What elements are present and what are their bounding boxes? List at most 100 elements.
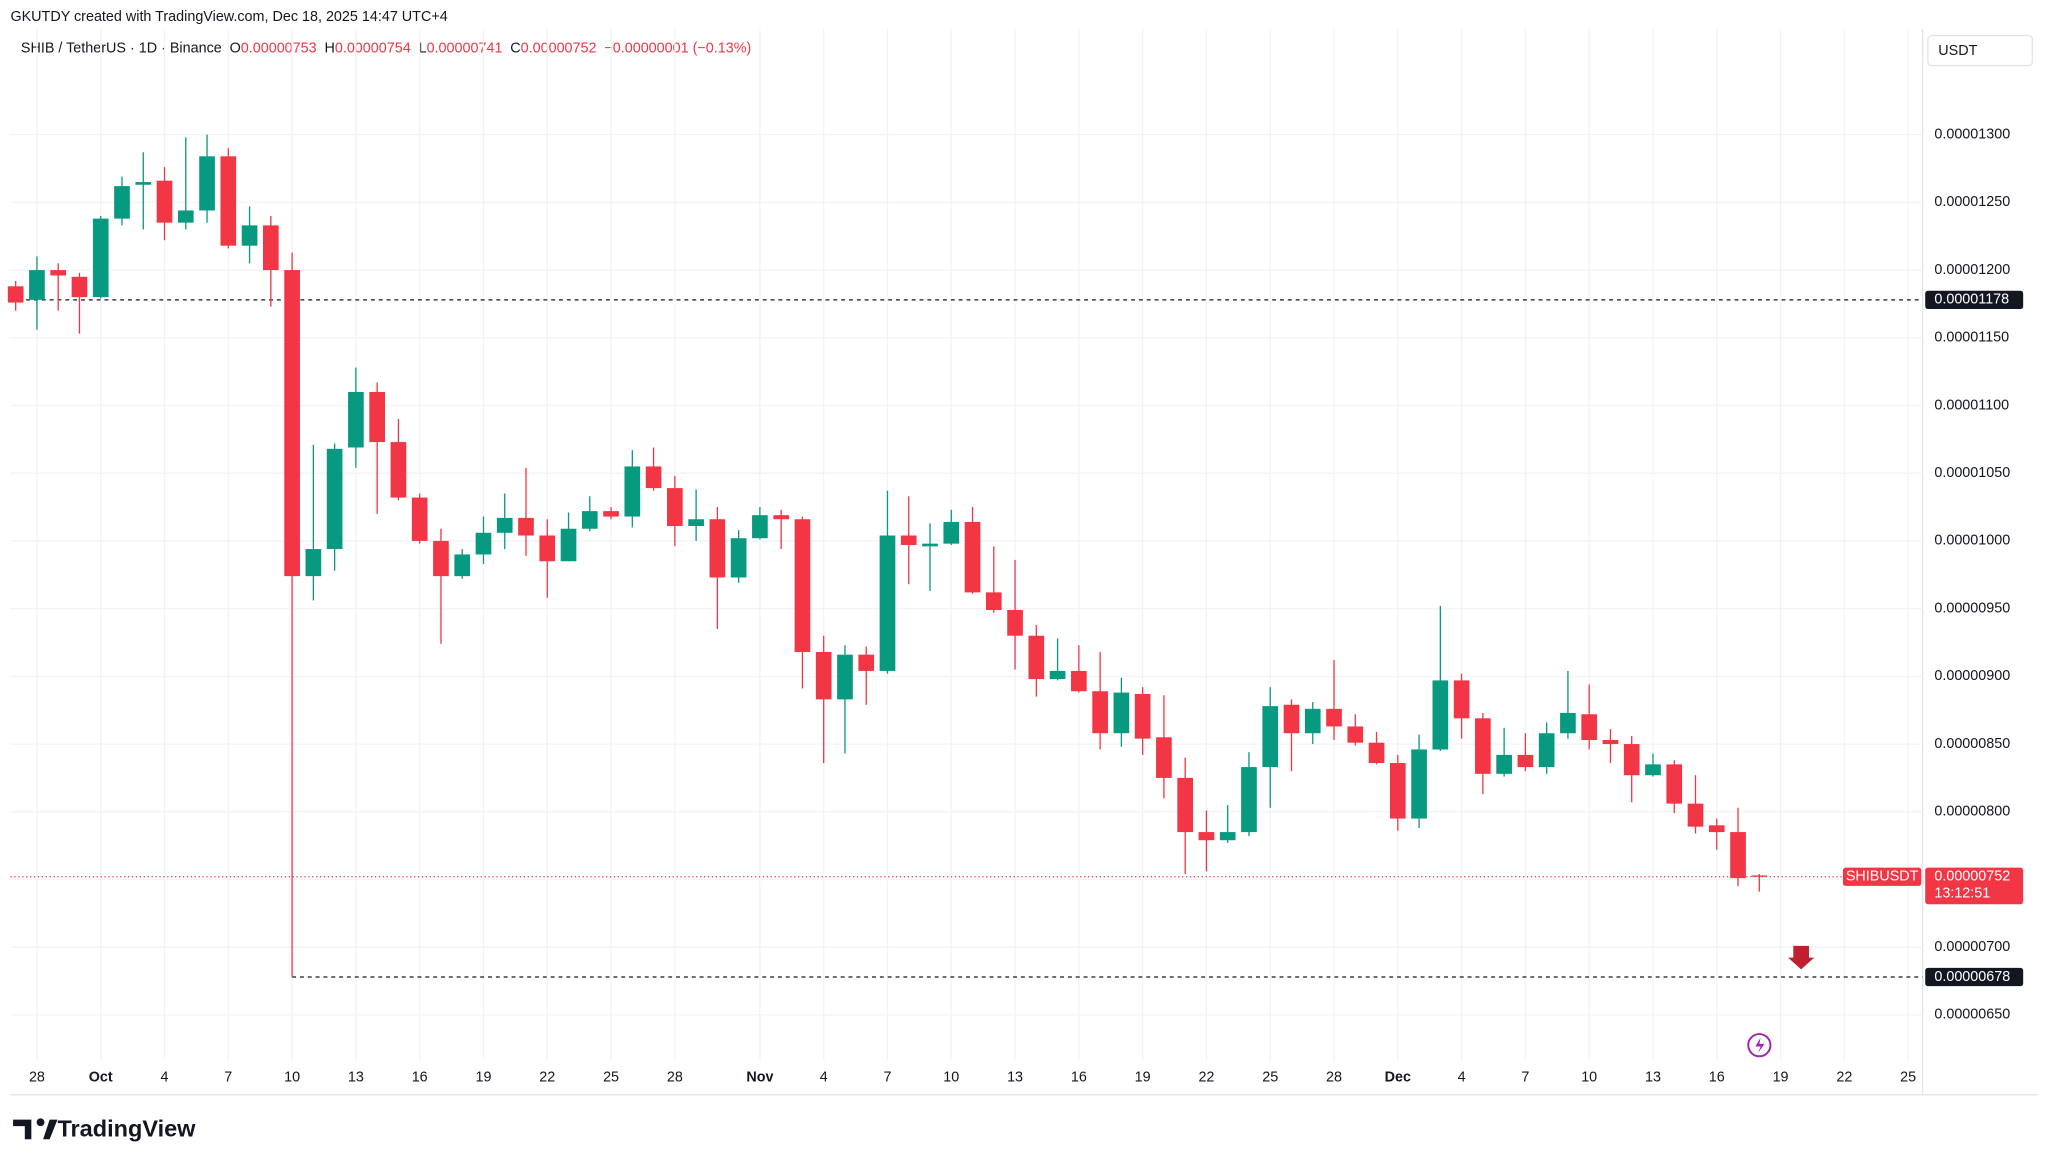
x-tick-label: 13	[1645, 1070, 1661, 1086]
candle-body	[1581, 714, 1598, 740]
candle-body	[900, 535, 917, 545]
level-label: 0.00001178	[1934, 292, 2009, 308]
x-tick-label: 4	[161, 1070, 169, 1086]
candle-body	[794, 519, 811, 652]
candle-body	[858, 654, 875, 671]
x-tick-label: 13	[348, 1070, 364, 1086]
ohlc-key: O	[230, 40, 241, 56]
candle-body	[433, 540, 449, 577]
x-tick-label: 4	[820, 1070, 828, 1086]
candle-body	[199, 156, 215, 211]
candle-body	[518, 517, 534, 536]
candle-body	[496, 517, 513, 533]
candle-body	[1687, 803, 1704, 827]
candle-body	[1156, 737, 1172, 778]
candle-body	[1751, 875, 1768, 877]
x-tick-label: 28	[667, 1070, 683, 1086]
x-tick-label: 16	[1071, 1070, 1087, 1086]
x-tick-label: Dec	[1385, 1070, 1411, 1086]
candle-body	[1177, 777, 1194, 833]
ohlc-key: C	[510, 40, 520, 56]
x-tick-label: 19	[1135, 1070, 1151, 1086]
candle-body	[752, 515, 768, 539]
candle-body	[1389, 763, 1406, 819]
candle-body	[1623, 744, 1640, 776]
symbol-legend: SHIB / TetherUS · 1D · Binance O0.0000075…	[21, 40, 751, 56]
y-tick-label: 0.00001100	[1934, 397, 2009, 413]
ohlc-key: H	[324, 40, 334, 56]
candle-body	[943, 521, 960, 544]
candle-body	[879, 535, 896, 671]
currency-box[interactable]	[1927, 34, 2033, 67]
arrow-icon	[1788, 945, 1815, 970]
candle-body	[1475, 718, 1491, 774]
y-tick-label: 0.00000700	[1934, 939, 2010, 955]
candle-body	[1092, 691, 1108, 734]
candle-body	[1304, 708, 1321, 734]
candle-body	[326, 448, 343, 550]
level-label: 0.00000678	[1934, 969, 2010, 985]
candle-body	[114, 186, 130, 219]
candle-body	[1134, 693, 1151, 739]
candle-body	[1368, 742, 1385, 764]
candle-body	[603, 511, 619, 517]
candle-body	[1453, 680, 1470, 719]
candle-body	[1560, 712, 1576, 734]
candle-body	[1666, 764, 1683, 804]
candle-body	[1538, 733, 1555, 768]
candle-body	[1028, 635, 1045, 680]
y-tick-label: 0.00000950	[1934, 600, 2010, 616]
candle-body	[1517, 754, 1534, 768]
x-tick-label: 22	[1836, 1070, 1852, 1086]
candle-body	[985, 592, 1002, 610]
y-tick-label: 0.00000800	[1934, 804, 2010, 820]
candle-body	[1241, 767, 1257, 833]
candle-body	[1645, 764, 1661, 776]
y-tick-label: 0.00001050	[1934, 465, 2010, 481]
countdown: 13:12:51	[1934, 886, 1990, 902]
candle-body	[922, 543, 938, 547]
candle-body	[773, 515, 790, 520]
x-tick-label: 10	[943, 1070, 959, 1086]
candle-body	[284, 270, 300, 577]
candle-body	[1007, 609, 1023, 636]
candle-body	[1708, 825, 1725, 833]
symbol: SHIB / TetherUS · 1D · Binance	[21, 40, 222, 56]
ohlc-value: 0.00000753	[241, 40, 317, 56]
x-tick-label: 25	[603, 1070, 619, 1086]
candle-body	[454, 554, 471, 577]
candle-body	[348, 391, 364, 448]
candle-body	[29, 270, 45, 300]
candle-body	[1113, 692, 1130, 734]
x-tick-label: 28	[1326, 1070, 1342, 1086]
y-tick-label: 0.00001200	[1934, 262, 2010, 278]
x-tick-label: 25	[1262, 1070, 1278, 1086]
x-tick-label: 28	[29, 1070, 45, 1086]
event-icon[interactable]	[1747, 1033, 1772, 1058]
candle-body	[475, 532, 492, 555]
candle-body	[220, 156, 237, 246]
candle-body	[1071, 670, 1087, 692]
candle-body	[539, 535, 556, 562]
candle-body	[71, 276, 88, 298]
level-label-box	[1925, 967, 2024, 987]
candle-body	[581, 511, 598, 529]
candle-body	[730, 538, 747, 578]
x-tick-label: Oct	[89, 1070, 113, 1086]
candle-body	[815, 651, 832, 700]
brand: TradingView	[57, 1115, 196, 1141]
x-tick-label: 19	[1773, 1070, 1789, 1086]
logo-mark	[13, 1118, 58, 1140]
candle-body	[263, 225, 279, 271]
last-price-box	[1925, 867, 2024, 905]
candle-body	[624, 466, 641, 517]
candle-body	[135, 182, 152, 185]
ohlc-value: 0.00000754	[335, 40, 411, 56]
candle-body	[709, 519, 726, 578]
candle-body	[305, 549, 322, 577]
x-tick-label: Nov	[746, 1070, 773, 1086]
event-bolt	[1755, 1037, 1765, 1054]
candle-body	[688, 519, 704, 527]
candle-body	[1262, 706, 1279, 768]
